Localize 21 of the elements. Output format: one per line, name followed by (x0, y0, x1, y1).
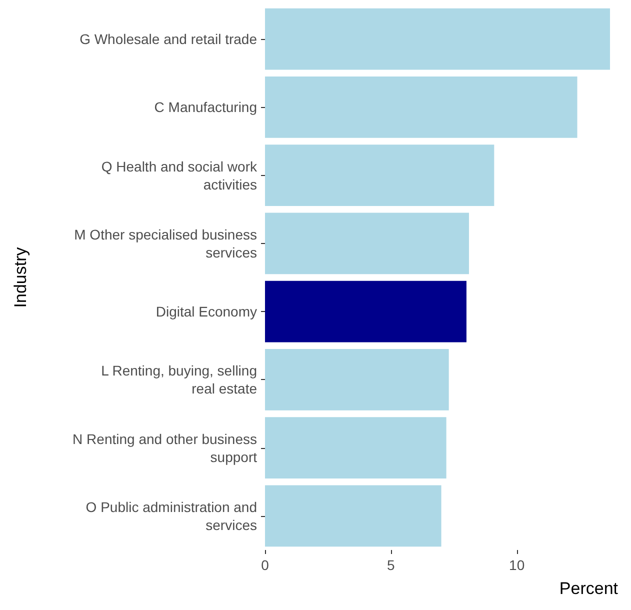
x-tick-label: 5 (387, 557, 396, 573)
y-axis-title: Industry (11, 246, 30, 308)
y-tick-label: Q Health and social work activities (101, 158, 258, 192)
bar (265, 8, 610, 70)
x-tick-label: 0 (261, 557, 270, 573)
y-tick-label: O Public administration and services (86, 498, 257, 533)
y-tick-label: Digital Economy (156, 304, 257, 320)
bar (265, 280, 466, 342)
bar (265, 144, 494, 206)
y-tick-label: M Other specialised business services (74, 226, 257, 260)
x-tick-label: 10 (509, 557, 525, 573)
bar (265, 485, 442, 547)
y-tick-label: G Wholesale and retail trade (80, 31, 258, 48)
y-tick-label: N Renting and other business support (72, 430, 258, 465)
bar (265, 212, 469, 274)
x-axis-title: Percent (559, 579, 618, 598)
bar (265, 417, 446, 478)
y-tick-label: L Renting, buying, selling real estate (101, 362, 258, 397)
bar (265, 76, 578, 138)
y-tick-label: C Manufacturing (154, 99, 257, 116)
bar (265, 349, 449, 410)
